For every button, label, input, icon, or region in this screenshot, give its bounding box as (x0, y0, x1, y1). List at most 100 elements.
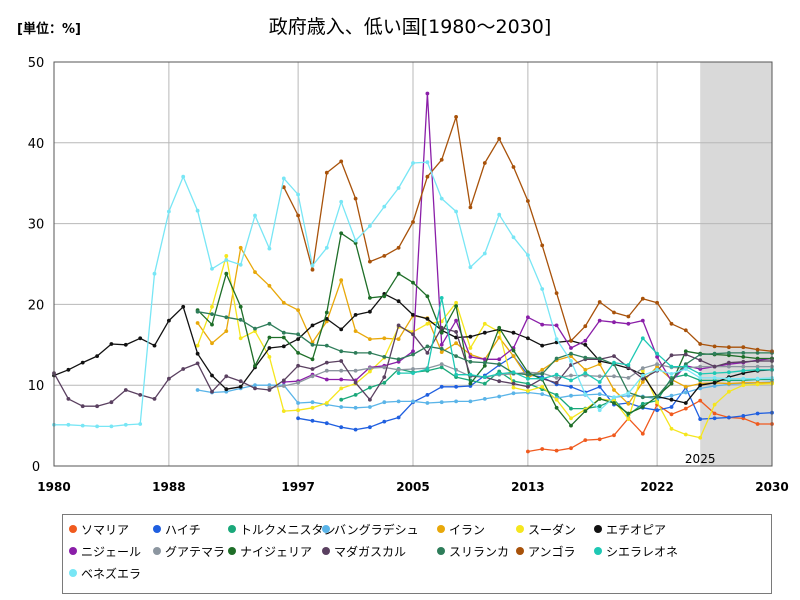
data-point (310, 400, 315, 405)
data-point (425, 344, 430, 349)
data-point (382, 294, 387, 299)
forecast-label: 2025 (685, 452, 716, 466)
data-point (683, 401, 688, 405)
data-point (626, 411, 631, 416)
data-point (712, 384, 717, 388)
data-point (640, 380, 645, 384)
data-point (597, 408, 602, 413)
data-point (396, 367, 401, 372)
data-point (396, 245, 401, 250)
data-point (411, 313, 415, 317)
data-point (683, 352, 688, 357)
data-point (324, 360, 329, 365)
data-point (569, 384, 573, 389)
data-point (181, 367, 186, 371)
data-point (210, 373, 214, 378)
data-point (669, 364, 674, 369)
legend-marker (228, 547, 236, 555)
data-point (368, 337, 372, 341)
data-point (540, 343, 545, 348)
data-point (540, 367, 545, 372)
data-point (640, 336, 645, 341)
data-point (152, 271, 157, 276)
data-point (109, 342, 114, 346)
data-point (454, 304, 458, 308)
data-point (95, 424, 99, 429)
data-point (296, 337, 300, 341)
data-point (224, 315, 229, 320)
data-point (368, 425, 372, 430)
data-point (482, 357, 487, 362)
chart-title: 政府歳入、低い国[1980～2030] (269, 16, 552, 38)
data-point (640, 366, 645, 371)
data-point (454, 372, 458, 377)
data-point (195, 208, 200, 213)
data-point (310, 267, 315, 272)
data-point (712, 402, 717, 407)
legend-label: スリランカ (449, 544, 510, 559)
data-point (353, 351, 358, 355)
legend-item: ハイチ (153, 520, 201, 538)
data-point (554, 291, 559, 295)
data-point (526, 389, 530, 393)
data-point (640, 373, 645, 378)
data-point (511, 385, 516, 390)
data-point (339, 359, 344, 363)
legend-label: イラン (449, 522, 486, 537)
data-point (396, 357, 401, 362)
data-point (597, 380, 602, 384)
data-point (612, 374, 616, 379)
data-point (526, 336, 530, 341)
data-point (123, 388, 128, 392)
data-point (526, 449, 530, 454)
data-point (439, 350, 444, 354)
data-point (353, 313, 358, 317)
unit-label: [単位：%] (17, 21, 81, 37)
data-point (80, 404, 85, 409)
data-point (324, 245, 329, 250)
data-point (281, 378, 286, 383)
data-point (439, 296, 444, 300)
data-point (741, 383, 746, 388)
data-point (554, 323, 559, 328)
data-point (497, 394, 502, 399)
data-point (167, 209, 171, 214)
data-point (698, 417, 703, 421)
data-point (497, 212, 502, 217)
data-point (454, 384, 458, 389)
data-point (195, 309, 200, 314)
data-point (597, 384, 602, 389)
data-point (569, 416, 573, 421)
data-point (324, 343, 329, 348)
data-point (612, 360, 616, 365)
data-point (698, 358, 703, 363)
data-point (669, 321, 674, 326)
data-point (698, 398, 703, 403)
data-point (511, 348, 516, 353)
data-point (511, 235, 516, 240)
data-point (66, 422, 71, 427)
data-point (497, 372, 502, 376)
data-point (468, 265, 473, 270)
legend-item: ナイジェリア (228, 542, 312, 560)
data-point (583, 355, 588, 360)
data-point (569, 346, 573, 350)
data-point (655, 400, 659, 405)
data-point (554, 393, 559, 397)
data-point (569, 446, 573, 451)
data-point (195, 343, 200, 348)
legend-marker (437, 525, 445, 533)
data-point (109, 400, 114, 405)
data-point (712, 380, 717, 385)
data-point (238, 304, 243, 309)
data-point (569, 406, 573, 411)
data-point (669, 377, 674, 382)
legend-item: スリランカ (437, 542, 509, 560)
data-point (396, 271, 401, 276)
data-point (138, 422, 143, 426)
data-point (526, 384, 530, 389)
data-point (612, 401, 616, 405)
data-point (583, 438, 588, 442)
data-point (497, 357, 502, 362)
